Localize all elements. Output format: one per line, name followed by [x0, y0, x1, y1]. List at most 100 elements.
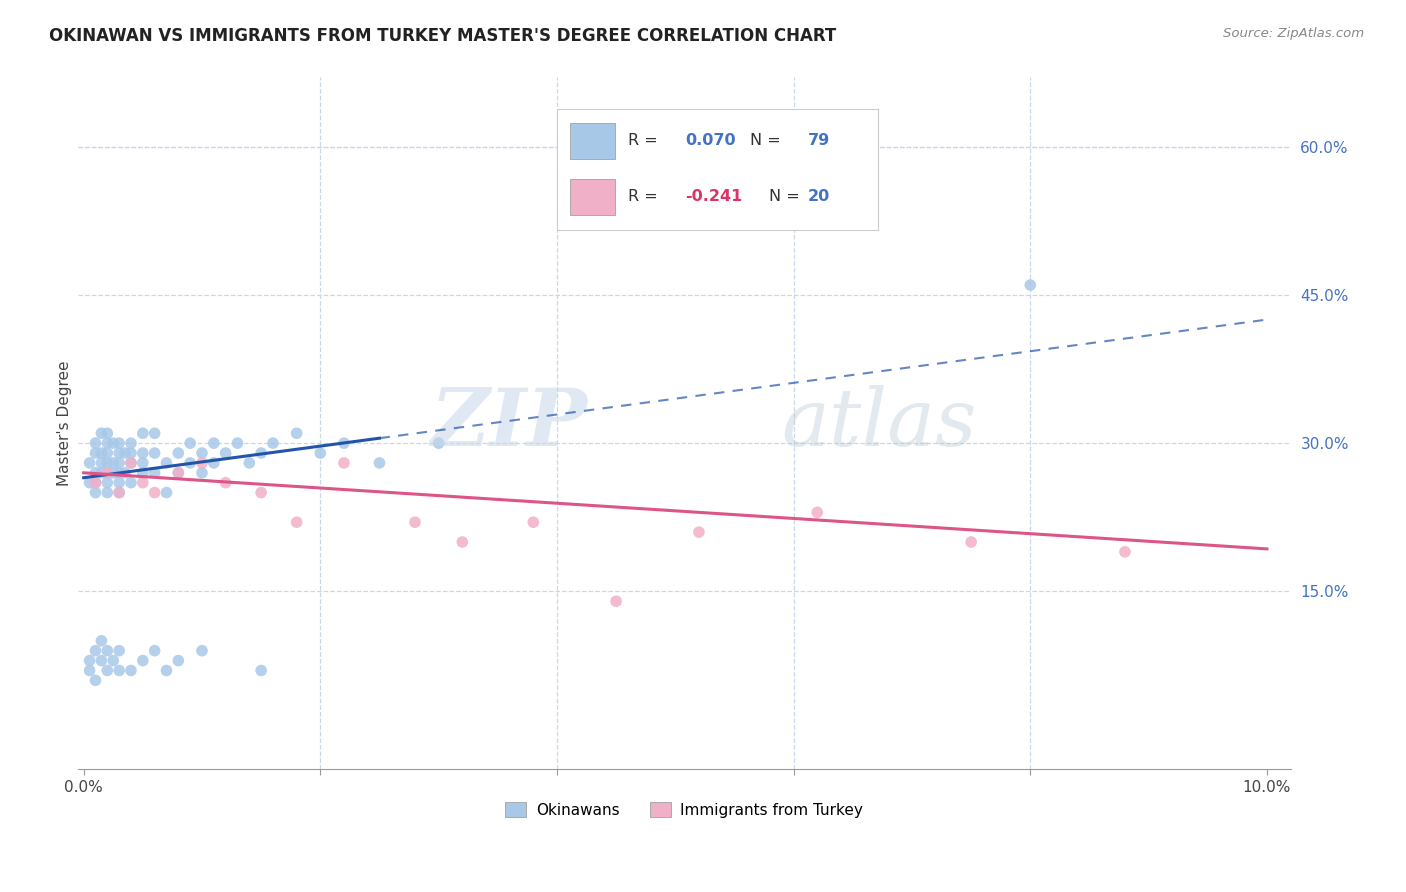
- Point: [84, 436, 107, 450]
- Point: [108, 456, 131, 470]
- Point: [806, 505, 828, 519]
- Point: [120, 456, 142, 470]
- Point: [79, 456, 101, 470]
- Point: [84, 673, 107, 688]
- Point: [179, 436, 201, 450]
- Legend: Okinawans, Immigrants from Turkey: Okinawans, Immigrants from Turkey: [499, 796, 869, 824]
- Point: [1114, 545, 1136, 559]
- Point: [960, 535, 983, 549]
- Point: [96, 643, 118, 657]
- Text: ZIP: ZIP: [430, 384, 588, 462]
- Point: [202, 456, 225, 470]
- Point: [103, 456, 125, 470]
- Point: [143, 446, 166, 460]
- Point: [262, 436, 284, 450]
- Point: [1019, 278, 1042, 293]
- Point: [250, 446, 273, 460]
- Point: [368, 456, 391, 470]
- Point: [143, 643, 166, 657]
- Point: [108, 436, 131, 450]
- Point: [285, 426, 308, 441]
- Point: [404, 515, 426, 529]
- Point: [79, 654, 101, 668]
- Point: [191, 466, 214, 480]
- Point: [96, 436, 118, 450]
- Point: [90, 456, 112, 470]
- Point: [155, 456, 177, 470]
- Point: [238, 456, 260, 470]
- Point: [96, 475, 118, 490]
- Point: [333, 436, 356, 450]
- Point: [120, 456, 142, 470]
- Point: [120, 475, 142, 490]
- Point: [84, 485, 107, 500]
- Point: [155, 485, 177, 500]
- Point: [167, 466, 190, 480]
- Point: [79, 664, 101, 678]
- Point: [96, 456, 118, 470]
- Point: [191, 446, 214, 460]
- Point: [132, 466, 155, 480]
- Point: [155, 664, 177, 678]
- Point: [167, 446, 190, 460]
- Point: [250, 485, 273, 500]
- Point: [84, 475, 107, 490]
- Point: [120, 664, 142, 678]
- Point: [120, 446, 142, 460]
- Point: [132, 654, 155, 668]
- Point: [108, 485, 131, 500]
- Point: [120, 436, 142, 450]
- Point: [214, 446, 236, 460]
- Point: [96, 485, 118, 500]
- Point: [84, 643, 107, 657]
- Point: [79, 475, 101, 490]
- Point: [103, 654, 125, 668]
- Point: [114, 446, 136, 460]
- Point: [132, 426, 155, 441]
- Point: [143, 485, 166, 500]
- Point: [285, 515, 308, 529]
- Point: [103, 466, 125, 480]
- Point: [96, 664, 118, 678]
- Point: [108, 643, 131, 657]
- Point: [333, 456, 356, 470]
- Point: [90, 426, 112, 441]
- Point: [84, 466, 107, 480]
- Point: [96, 466, 118, 480]
- Text: Source: ZipAtlas.com: Source: ZipAtlas.com: [1223, 27, 1364, 40]
- Text: atlas: atlas: [782, 384, 977, 462]
- Point: [132, 475, 155, 490]
- Point: [90, 654, 112, 668]
- Point: [167, 466, 190, 480]
- Point: [250, 664, 273, 678]
- Point: [226, 436, 249, 450]
- Point: [84, 446, 107, 460]
- Point: [143, 426, 166, 441]
- Point: [108, 466, 131, 480]
- Point: [90, 466, 112, 480]
- Point: [96, 446, 118, 460]
- Point: [179, 456, 201, 470]
- Point: [191, 456, 214, 470]
- Point: [103, 436, 125, 450]
- Point: [522, 515, 544, 529]
- Text: OKINAWAN VS IMMIGRANTS FROM TURKEY MASTER'S DEGREE CORRELATION CHART: OKINAWAN VS IMMIGRANTS FROM TURKEY MASTE…: [49, 27, 837, 45]
- Point: [309, 446, 332, 460]
- Point: [108, 446, 131, 460]
- Point: [108, 664, 131, 678]
- Point: [688, 525, 710, 540]
- Point: [427, 436, 450, 450]
- Point: [84, 475, 107, 490]
- Point: [167, 654, 190, 668]
- Point: [132, 446, 155, 460]
- Point: [132, 456, 155, 470]
- Point: [108, 485, 131, 500]
- Point: [191, 643, 214, 657]
- Point: [143, 466, 166, 480]
- Point: [90, 633, 112, 648]
- Point: [90, 446, 112, 460]
- Point: [96, 426, 118, 441]
- Point: [214, 475, 236, 490]
- Point: [605, 594, 627, 608]
- Point: [451, 535, 474, 549]
